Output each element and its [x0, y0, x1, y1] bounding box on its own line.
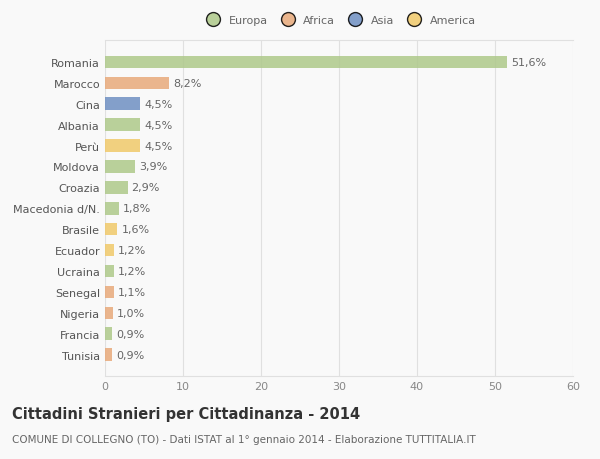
- Text: 4,5%: 4,5%: [144, 141, 172, 151]
- Bar: [105, 265, 115, 278]
- Bar: [105, 202, 119, 215]
- Bar: [105, 328, 112, 340]
- Text: 4,5%: 4,5%: [144, 100, 172, 110]
- Text: 2,9%: 2,9%: [131, 183, 160, 193]
- Bar: [105, 244, 115, 257]
- Text: 0,9%: 0,9%: [116, 329, 144, 339]
- Text: 51,6%: 51,6%: [511, 58, 547, 68]
- Text: 4,5%: 4,5%: [144, 120, 172, 130]
- Bar: [105, 56, 508, 69]
- Text: 1,2%: 1,2%: [118, 246, 146, 256]
- Text: COMUNE DI COLLEGNO (TO) - Dati ISTAT al 1° gennaio 2014 - Elaborazione TUTTITALI: COMUNE DI COLLEGNO (TO) - Dati ISTAT al …: [12, 434, 476, 444]
- Bar: [105, 98, 140, 111]
- Text: Cittadini Stranieri per Cittadinanza - 2014: Cittadini Stranieri per Cittadinanza - 2…: [12, 406, 360, 421]
- Bar: [105, 140, 140, 152]
- Bar: [105, 182, 128, 194]
- Bar: [105, 286, 113, 298]
- Bar: [105, 78, 169, 90]
- Bar: [105, 224, 118, 236]
- Text: 1,2%: 1,2%: [118, 266, 146, 276]
- Text: 3,9%: 3,9%: [139, 162, 167, 172]
- Text: 1,0%: 1,0%: [116, 308, 145, 318]
- Bar: [105, 307, 113, 319]
- Text: 1,8%: 1,8%: [123, 204, 151, 214]
- Bar: [105, 349, 112, 361]
- Bar: [105, 119, 140, 132]
- Text: 1,1%: 1,1%: [118, 287, 146, 297]
- Text: 1,6%: 1,6%: [121, 225, 149, 235]
- Legend: Europa, Africa, Asia, America: Europa, Africa, Asia, America: [199, 12, 479, 29]
- Text: 8,2%: 8,2%: [173, 78, 201, 89]
- Text: 0,9%: 0,9%: [116, 350, 144, 360]
- Bar: [105, 161, 136, 174]
